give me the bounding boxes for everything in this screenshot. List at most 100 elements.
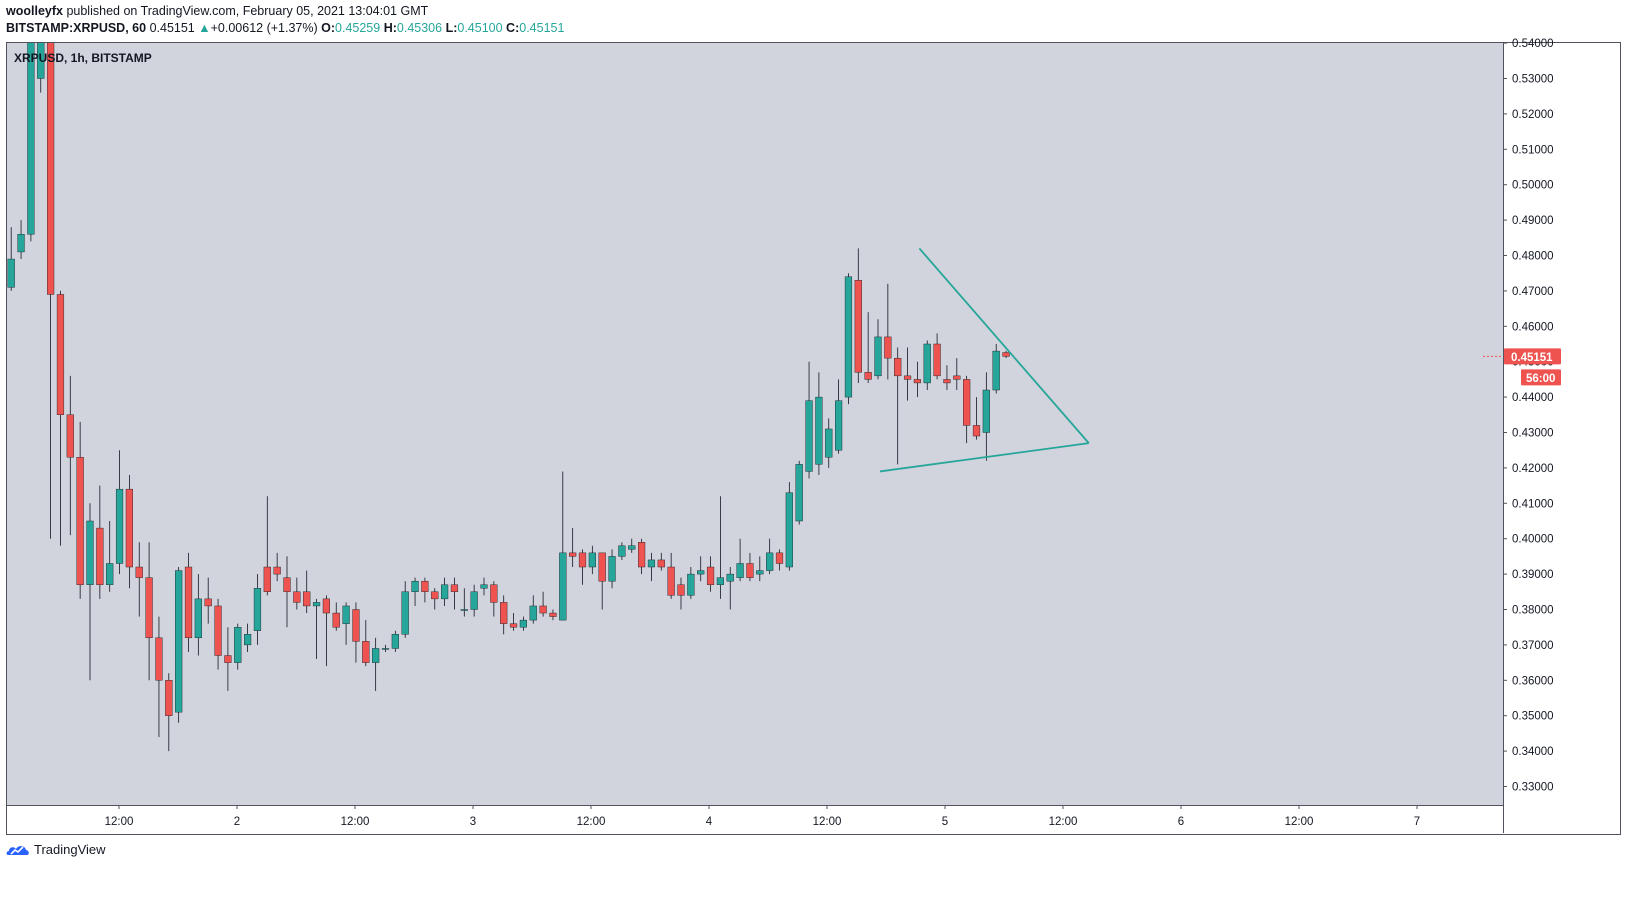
trendline-upper[interactable] (918, 247, 1090, 444)
candle-down[interactable] (509, 623, 518, 628)
candle-up[interactable] (687, 573, 695, 596)
candle-up[interactable] (697, 570, 705, 575)
candle-down[interactable] (332, 612, 340, 628)
candle-up[interactable] (401, 591, 409, 635)
candle-down[interactable] (421, 580, 429, 592)
candle-up[interactable] (559, 552, 567, 621)
candle-down[interactable] (894, 357, 902, 377)
candle-down[interactable] (362, 641, 370, 663)
candle-up[interactable] (243, 634, 252, 646)
candle-up[interactable] (588, 552, 596, 568)
candle-down[interactable] (972, 425, 981, 437)
candle-up[interactable] (460, 609, 468, 611)
candle-up[interactable] (381, 648, 390, 650)
candle-down[interactable] (125, 488, 134, 568)
candle-down[interactable] (539, 605, 547, 614)
candle-up[interactable] (106, 563, 114, 585)
candle-up[interactable] (441, 584, 449, 600)
candle-up[interactable] (234, 627, 242, 663)
candle-up[interactable] (312, 602, 321, 607)
trendline-lower[interactable] (879, 442, 1089, 473)
candle-down[interactable] (903, 375, 912, 380)
candle-down[interactable] (352, 609, 360, 642)
candle-up[interactable] (756, 570, 764, 575)
candle-up[interactable] (815, 396, 823, 465)
candle-up[interactable] (470, 591, 478, 610)
candle-up[interactable] (992, 350, 1000, 391)
tradingview-brand[interactable]: TradingView (34, 842, 106, 857)
candle-down[interactable] (638, 542, 646, 568)
candle-up[interactable] (253, 588, 262, 631)
candle-down[interactable] (775, 552, 784, 564)
candle-down[interactable] (450, 584, 459, 592)
candle-up[interactable] (785, 492, 793, 568)
candle-down[interactable] (155, 637, 163, 681)
candle-up[interactable] (27, 25, 35, 235)
candle-down[interactable] (854, 280, 862, 373)
candle-down[interactable] (657, 559, 665, 568)
candle-down[interactable] (66, 414, 74, 458)
candle-down[interactable] (273, 566, 281, 575)
candle-up[interactable] (115, 488, 124, 564)
candle-down[interactable] (943, 379, 951, 384)
candle-down[interactable] (283, 577, 291, 593)
candle-down[interactable] (204, 598, 212, 607)
candle-up[interactable] (766, 552, 774, 571)
candle-down[interactable] (56, 294, 65, 416)
candle-up[interactable] (372, 648, 380, 663)
candle-down[interactable] (96, 527, 104, 585)
candle-down[interactable] (598, 552, 606, 582)
candle-down[interactable] (184, 566, 193, 639)
candle-down[interactable] (293, 591, 301, 603)
candle-down[interactable] (884, 336, 892, 359)
candle-down[interactable] (706, 566, 715, 585)
candle-down[interactable] (490, 584, 498, 603)
candle-up[interactable] (874, 336, 882, 377)
candle-up[interactable] (726, 573, 734, 582)
candle-up[interactable] (342, 605, 350, 624)
candle-down[interactable] (303, 591, 311, 607)
candle-up[interactable] (795, 464, 803, 522)
candle-down[interactable] (135, 566, 143, 578)
candle-down[interactable] (913, 379, 922, 384)
candle-down[interactable] (864, 372, 872, 380)
candle-down[interactable] (431, 591, 439, 600)
candle-up[interactable] (628, 545, 636, 550)
candle-down[interactable] (578, 552, 587, 568)
candle-down[interactable] (500, 602, 508, 624)
candle-up[interactable] (7, 258, 15, 288)
candle-up[interactable] (618, 545, 626, 557)
candle-up[interactable] (736, 563, 744, 578)
candle-up[interactable] (194, 598, 202, 639)
candle-down[interactable] (322, 598, 331, 614)
candle-down[interactable] (263, 566, 271, 593)
candle-up[interactable] (923, 343, 931, 384)
candle-down[interactable] (746, 563, 754, 578)
candle-down[interactable] (1002, 352, 1010, 357)
candle-down[interactable] (963, 379, 971, 426)
candle-down[interactable] (76, 457, 84, 585)
candle-down[interactable] (549, 612, 557, 617)
candle-down[interactable] (214, 605, 222, 656)
candle-down[interactable] (145, 577, 153, 639)
candle-down[interactable] (165, 680, 173, 716)
candle-up[interactable] (17, 234, 25, 253)
candle-down[interactable] (933, 343, 941, 377)
candle-up[interactable] (519, 619, 528, 628)
candle-up[interactable] (175, 570, 183, 713)
candle-up[interactable] (844, 276, 853, 398)
candle-down[interactable] (667, 566, 675, 596)
candle-down[interactable] (224, 655, 232, 663)
candle-up[interactable] (982, 389, 990, 433)
candle-up[interactable] (835, 400, 843, 451)
candle-up[interactable] (480, 584, 488, 589)
candle-up[interactable] (391, 634, 399, 649)
candle-down[interactable] (953, 375, 961, 380)
candle-up[interactable] (411, 580, 419, 592)
candle-up[interactable] (37, 25, 45, 79)
candle-down[interactable] (677, 584, 685, 596)
candle-up[interactable] (86, 520, 94, 585)
candle-down[interactable] (47, 25, 55, 295)
candle-up[interactable] (647, 559, 656, 568)
